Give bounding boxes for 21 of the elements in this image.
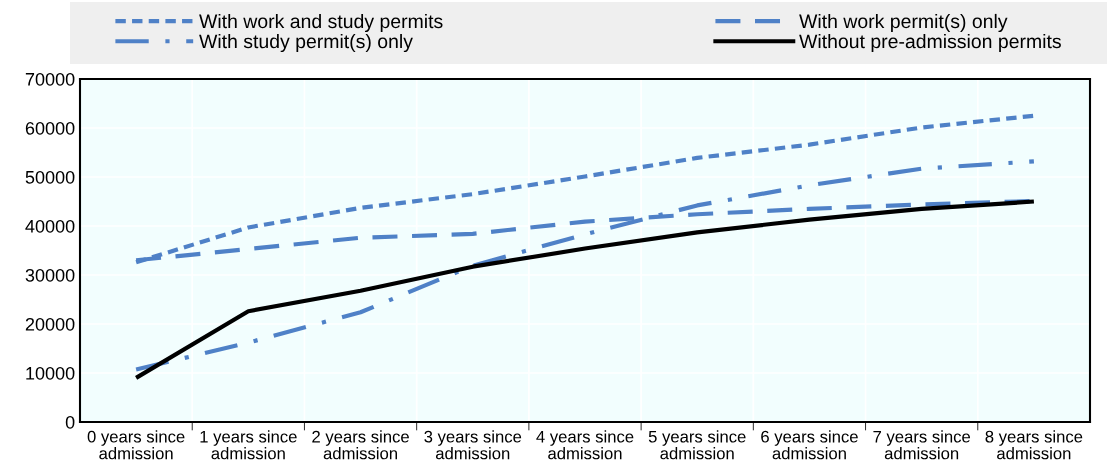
x-tick-label: 5 years since admission [648, 430, 746, 460]
y-tick-label: 70000 [25, 72, 75, 86]
x-tick-label: 8 years since admission [985, 430, 1083, 460]
x-tick-label: 6 years since admission [761, 430, 858, 460]
x-tick-label: 4 years since admission [536, 430, 634, 460]
y-tick-label: 20000 [25, 317, 75, 331]
y-tick-label: 0 [65, 415, 75, 429]
y-tick-label: 30000 [25, 268, 75, 282]
x-tick-label: 1 years since admission [200, 430, 297, 460]
y-tick-label: 10000 [26, 366, 75, 380]
x-tick-label: 2 years since admission [312, 430, 409, 460]
x-tick-label: 0 years since admission [87, 430, 185, 460]
x-tick-label: 3 years since admission [424, 430, 522, 460]
y-tick-label: 60000 [25, 121, 75, 135]
legend-label: With study permit(s) only [199, 33, 413, 53]
x-tick-label: 7 years since admission [873, 430, 971, 460]
y-tick-label: 50000 [25, 170, 75, 184]
legend-label: With work and study permits [199, 13, 443, 33]
legend-label: With work permit(s) only [799, 13, 1008, 33]
y-tick-label: 40000 [25, 219, 75, 233]
legend-label: Without pre-admission permits [799, 33, 1061, 53]
